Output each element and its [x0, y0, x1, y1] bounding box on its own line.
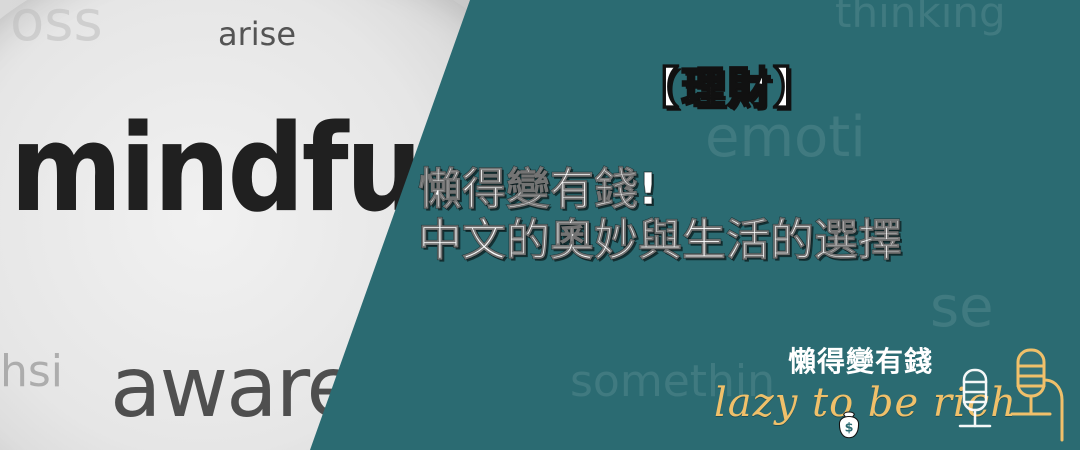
category-tag: 【理財】	[634, 62, 819, 115]
bg-word-arise: arise	[218, 15, 297, 53]
title-line-2: 中文的奧妙與生活的選擇	[418, 214, 903, 266]
bg-word-oss: oss	[10, 0, 103, 54]
bg-word-fragment: hsi	[0, 346, 64, 397]
brand: 懶得變有錢 lazy to be rich $	[690, 340, 1080, 450]
brand-chinese: 懶得變有錢	[788, 345, 934, 378]
money-bag-icon: $	[838, 411, 860, 439]
microphone-icon	[958, 348, 1064, 442]
svg-text:$: $	[845, 420, 854, 435]
title-line-1: 懶得變有錢!	[418, 164, 659, 215]
title: 懶得變有錢! 中文的奧妙與生活的選擇	[418, 164, 1068, 266]
